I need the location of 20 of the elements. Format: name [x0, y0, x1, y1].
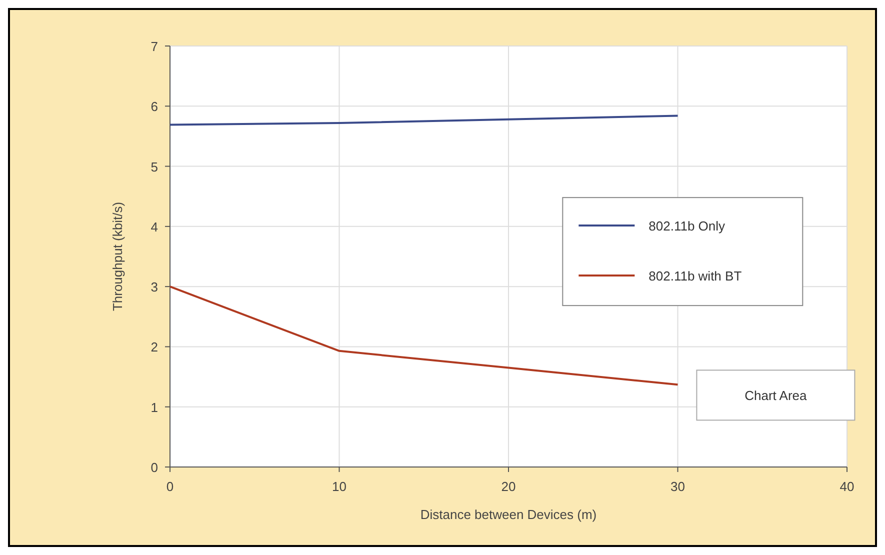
- legend-label: 802.11b Only: [648, 218, 726, 234]
- y-axis-title: Throughput (kbit/s): [110, 202, 125, 312]
- line-series: [169, 286, 679, 386]
- y-tick-label: 2: [150, 340, 158, 355]
- y-tick-label: 6: [150, 99, 158, 114]
- x-tick-label: 0: [166, 479, 174, 494]
- y-tick-label: 4: [150, 219, 158, 234]
- x-axis-title: Distance between Devices (m): [420, 507, 597, 522]
- legend-label: 802.11b with BT: [648, 268, 742, 284]
- line-series: [169, 114, 679, 126]
- x-tick-label: 10: [332, 479, 346, 494]
- y-tick-label: 5: [150, 159, 158, 174]
- y-tick-label: 7: [150, 39, 158, 54]
- y-tick-label: 0: [150, 460, 158, 475]
- x-tick-label: 20: [501, 479, 516, 494]
- y-tick-label: 3: [150, 280, 158, 295]
- x-tick-label: 30: [670, 479, 685, 494]
- x-tick-label: 40: [840, 479, 854, 494]
- y-tick-label: 1: [150, 400, 158, 415]
- annotation: Chart Area: [744, 388, 808, 404]
